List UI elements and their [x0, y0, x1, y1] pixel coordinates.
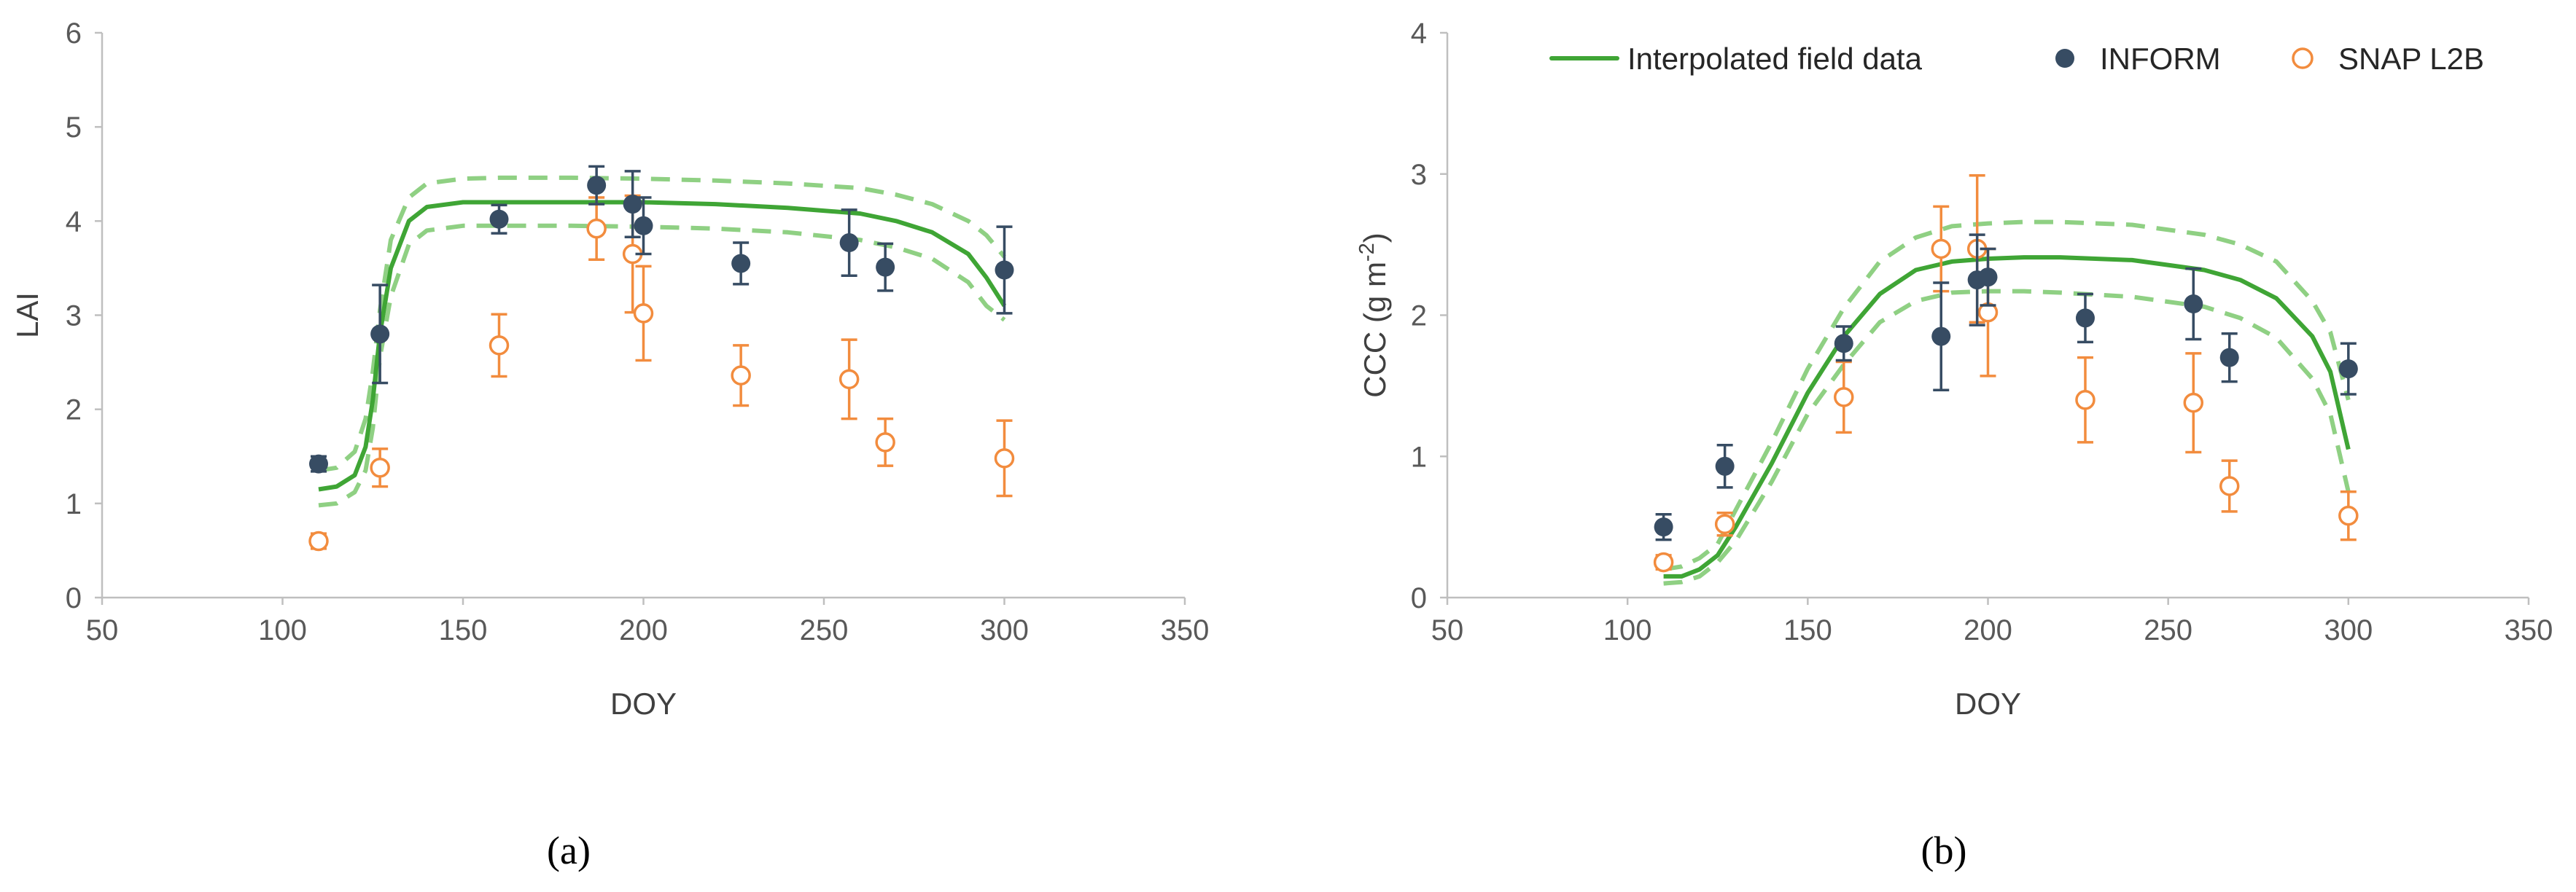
y-axis-title: CCC (g m-2)	[1355, 232, 1392, 397]
snap-point	[875, 432, 895, 453]
inform-point	[731, 254, 751, 273]
x-tick-label: 300	[980, 614, 1029, 646]
legend-snap-marker	[2292, 47, 2314, 69]
x-tick-label: 50	[1431, 614, 1464, 646]
snap-point	[994, 448, 1015, 469]
inform-point	[2075, 308, 2095, 328]
y-tick-label: 4	[66, 206, 82, 238]
curve-upper-bound	[318, 175, 1006, 473]
interpolated-field-data-line	[318, 200, 1007, 492]
interpolated-field-data-line	[1663, 255, 2351, 579]
snap-point	[586, 218, 607, 239]
y-axis-title-main: CCC (g m	[1358, 262, 1392, 398]
inform-point	[1715, 456, 1735, 476]
inform-point	[995, 260, 1014, 280]
legend-inform-marker	[2055, 49, 2074, 68]
inform-point	[1931, 326, 1951, 346]
panel-a-lai-chart: 0 1 2 3 4 5 6 50 100 150 200 250 300 350 DOY LAI (a)	[10, 17, 1209, 872]
y-tick-label: 3	[66, 300, 82, 332]
panel-b-ccc-chart: 0 1 2 3 4 50 100 150 200 250 300 350 DOY CCC (g m-2) (…	[1355, 17, 2553, 872]
y-tick-label: 1	[66, 488, 82, 520]
inform-point	[489, 209, 509, 229]
snap-point	[1834, 387, 1854, 407]
legend-snap-label: SNAP L2B	[2338, 42, 2484, 76]
curve-lower-bound	[318, 223, 1006, 508]
y-axis-title-end: )	[1358, 232, 1392, 243]
x-tick-label: 300	[2324, 614, 2373, 646]
inform-point	[1834, 334, 1853, 353]
x-axis-title: DOY	[610, 686, 677, 721]
x-tick-label: 200	[1964, 614, 2012, 646]
snap-point	[2183, 392, 2204, 413]
x-tick-label: 150	[1783, 614, 1832, 646]
inform-point	[1978, 267, 1998, 287]
y-tick-label: 4	[1411, 17, 1427, 50]
snap-point	[1653, 552, 1674, 573]
legend: Interpolated field data INFORM SNAP L2B	[1549, 42, 2484, 76]
panel-caption: (b)	[1921, 829, 1967, 872]
y-tick-label: 0	[66, 582, 82, 614]
inform-point	[587, 176, 607, 195]
x-tick-label: 350	[1161, 614, 1210, 646]
x-tick-label: 200	[619, 614, 668, 646]
y-tick-label: 0	[1411, 582, 1427, 614]
y-axis-title: LAI	[10, 292, 44, 338]
inform-point	[634, 216, 653, 235]
inform-point	[309, 454, 328, 474]
snap-point	[308, 531, 329, 552]
curve-upper-bound	[1663, 219, 2351, 572]
x-tick-label: 250	[2144, 614, 2192, 646]
snap-point	[2338, 505, 2359, 526]
y-tick-label: 5	[66, 112, 82, 144]
snap-point	[2219, 476, 2240, 496]
x-tick-label: 100	[1603, 614, 1652, 646]
panel-caption: (a)	[547, 829, 591, 872]
x-tick-label: 350	[2505, 614, 2553, 646]
x-axis-title: DOY	[1955, 686, 2021, 721]
legend-inform-label: INFORM	[2100, 42, 2221, 76]
curve-lower-bound	[1663, 289, 2351, 586]
y-tick-label: 1	[1411, 441, 1427, 473]
x-tick-label: 50	[86, 614, 119, 646]
snap-point	[2075, 390, 2096, 410]
inform-point	[2219, 348, 2239, 367]
snap-point	[370, 458, 390, 478]
inform-point	[623, 195, 642, 214]
snap-point	[633, 303, 654, 324]
y-tick-label: 2	[1411, 300, 1427, 332]
x-tick-label: 100	[258, 614, 307, 646]
y-tick-label: 3	[1411, 159, 1427, 191]
inform-point	[370, 324, 390, 344]
snap-point	[838, 369, 860, 390]
snap-point	[731, 365, 751, 386]
y-tick-label: 6	[66, 17, 82, 50]
x-tick-label: 150	[439, 614, 488, 646]
y-axis-title-superscript: -2	[1355, 243, 1379, 262]
inform-point	[2184, 294, 2203, 313]
snap-point	[1714, 514, 1735, 534]
snap-point	[1931, 238, 1951, 259]
inform-point	[1654, 517, 1673, 537]
inform-point	[839, 233, 859, 253]
x-tick-label: 250	[800, 614, 849, 646]
inform-point	[876, 257, 895, 277]
snap-point	[489, 335, 510, 356]
y-tick-label: 2	[66, 394, 82, 426]
inform-point	[2338, 359, 2358, 379]
legend-curve-label: Interpolated field data	[1627, 42, 1923, 76]
